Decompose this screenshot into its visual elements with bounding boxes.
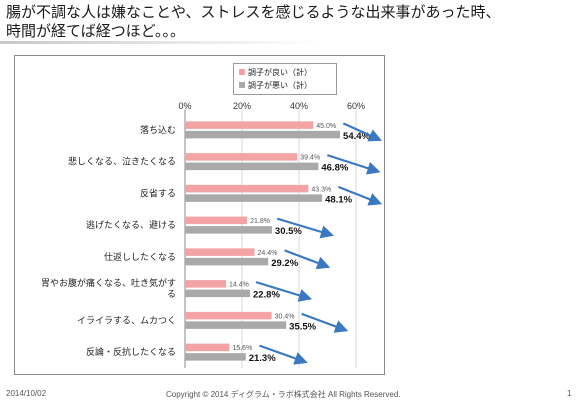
category-label: 逃げたくなる、避ける [86,219,176,231]
chart-legend: 調子が良い（計） 調子が悪い（計） [233,63,337,95]
x-tick-label: 0% [178,101,191,111]
page-number: 1 [567,389,572,398]
bar-bad [185,289,250,298]
data-label-bad: 30.5% [275,226,302,237]
category-label: 落ち込む [140,124,176,136]
legend-swatch-good [239,69,245,75]
bar-bad [185,162,319,171]
category-label: イライラする、ムカつく [77,315,176,326]
data-label-good: 45.0% [316,123,336,130]
slide-title: 腸が不調な人は嫌なことや、ストレスを感じるような出来事があった時、 時間が経てば… [6,3,566,41]
data-label-bad: 46.8% [321,163,348,174]
bar-bad [185,226,272,234]
x-tick-label: 60% [347,101,365,111]
data-label-bad: 48.1% [325,194,352,205]
trend-arrow [259,344,308,365]
data-label-good: 39.4% [300,155,320,162]
legend-label-bad: 調子が悪い（計） [248,80,312,90]
footer-date: 2014/10/02 [6,389,47,398]
title-line-1: 腸が不調な人は嫌なことや、ストレスを感じるような出来事があった時、 [6,3,501,21]
footer-copyright: Copyright © 2014 ディグラム・ラボ株式会社 All Rights… [166,390,401,399]
bar-bad [185,257,269,266]
trend-arrow [301,312,349,333]
trend-arrow [326,154,381,175]
trend-arrow [337,185,383,206]
legend-swatch-bad [239,82,245,88]
bar-bad [185,194,323,202]
data-label-good: 15.6% [232,345,252,352]
data-label-good: 24.4% [258,250,278,257]
bar-bad [185,321,287,329]
category-label: 胃やお腹が痛くなる、吐き気がす [41,277,176,289]
bar-good [185,311,272,320]
data-label-good: 43.3% [311,186,331,193]
trend-arrow [276,217,335,239]
legend-label-good: 調子が良い（計） [248,67,312,77]
legend-item-bad: 調子が悪い（計） [239,79,312,91]
data-label-good: 30.4% [275,313,295,320]
bar-good [185,121,314,129]
x-tick-label: 40% [290,101,308,111]
category-label: る [167,289,176,300]
title-underline [0,41,320,44]
trend-arrow [342,122,383,142]
bar-bad [185,353,246,361]
bar-good [185,248,255,256]
title-line-2: 時間が経てば経つほど。。。 [6,22,185,40]
category-label: 悲しくなる、泣きたくなる [68,156,176,168]
bar-good [185,153,298,161]
legend-item-good: 調子が良い（計） [239,66,312,78]
trend-arrow [255,281,313,302]
bar-good [185,184,309,193]
bar-good [185,343,230,352]
category-label: 仕返ししたくなる [104,251,176,263]
data-label-bad: 35.5% [289,321,316,332]
category-label: 反論・反抗したくなる [86,346,176,358]
data-label-good: 14.4% [229,282,249,289]
data-label-bad: 54.4% [343,131,370,142]
bar-bad [185,130,341,139]
data-label-bad: 22.8% [253,290,280,301]
data-label-good: 21.8% [250,218,270,225]
trend-arrow [284,249,331,270]
bar-good [185,280,227,288]
x-tick-label: 20% [233,101,251,111]
bar-good [185,216,248,225]
category-label: 反省する [140,187,176,199]
data-label-bad: 29.2% [271,258,298,269]
data-label-bad: 21.3% [249,353,276,364]
